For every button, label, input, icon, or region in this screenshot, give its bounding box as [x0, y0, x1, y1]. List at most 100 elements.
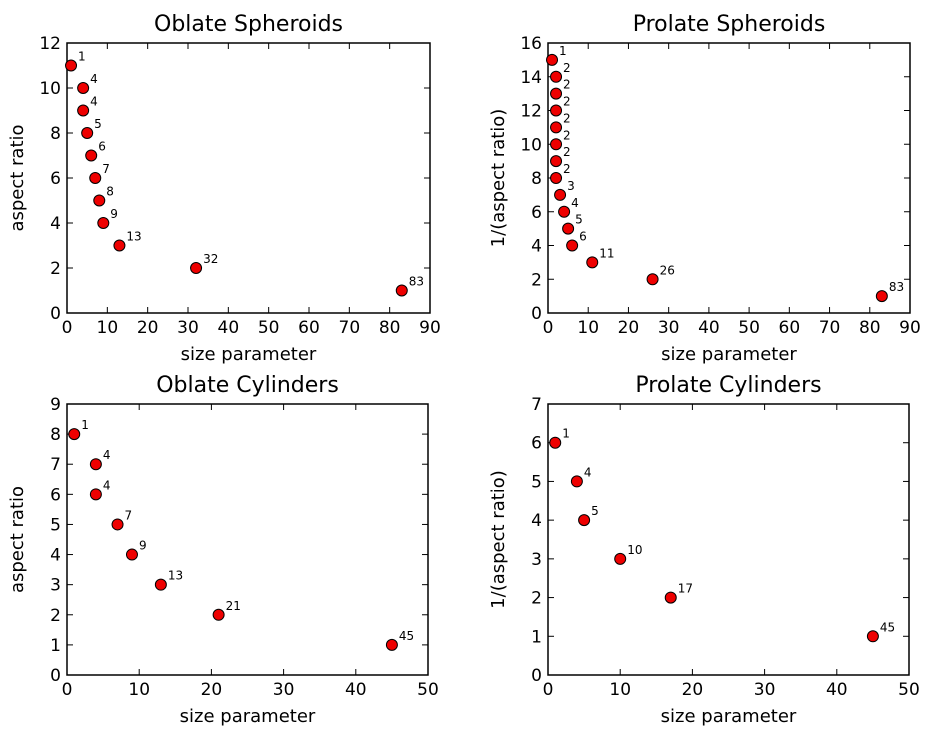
data-point-label: 13 — [168, 569, 183, 583]
subplot-oblate-spheroids: Oblate Spheroids size parameter aspect r… — [7, 12, 441, 365]
x-tick-label: 0 — [62, 680, 73, 700]
y-tick-label: 1 — [531, 627, 542, 647]
data-point-label: 32 — [203, 252, 218, 266]
data-point — [77, 104, 90, 117]
data-point — [550, 104, 563, 117]
data-point — [89, 458, 102, 471]
x-axis-label: size parameter — [181, 344, 317, 365]
data-point-label: 4 — [90, 72, 98, 86]
x-tick-label: 80 — [379, 318, 401, 338]
data-point-label: 9 — [139, 539, 147, 553]
y-axis-label: aspect ratio — [7, 124, 28, 231]
x-tick-label: 50 — [898, 680, 920, 700]
data-point — [586, 256, 599, 269]
y-tick-label: 7 — [50, 455, 61, 475]
x-tick-label: 50 — [417, 680, 439, 700]
x-tick-label: 40 — [826, 680, 848, 700]
data-point-label: 2 — [563, 95, 571, 109]
y-tick-label: 7 — [531, 395, 542, 415]
data-point-label: 8 — [106, 185, 114, 199]
data-point-label: 4 — [90, 95, 98, 109]
data-point — [646, 273, 659, 286]
data-point-label: 17 — [678, 582, 693, 596]
data-point — [113, 239, 126, 252]
x-tick-label: 10 — [577, 318, 599, 338]
data-point — [866, 630, 879, 643]
y-tick-label: 6 — [531, 434, 542, 454]
x-axis-label: size parameter — [661, 706, 797, 727]
y-tick-label: 2 — [50, 259, 61, 279]
plot-frame — [547, 403, 910, 676]
y-tick-label: 6 — [50, 485, 61, 505]
data-point-label: 2 — [563, 145, 571, 159]
x-tick-label: 30 — [658, 318, 680, 338]
data-point-label: 4 — [584, 465, 592, 479]
subplot-oblate-cylinders: Oblate Cylinders size parameter aspect r… — [7, 373, 439, 727]
x-tick-label: 50 — [738, 318, 760, 338]
data-point-label: 10 — [627, 543, 642, 557]
y-tick-label: 4 — [531, 511, 542, 531]
data-point-label: 7 — [102, 162, 110, 176]
data-point — [550, 70, 563, 83]
y-tick-label: 16 — [520, 34, 542, 54]
y-tick-label: 6 — [531, 203, 542, 223]
data-point-label: 1 — [562, 427, 570, 441]
data-point — [550, 172, 563, 184]
data-point — [190, 262, 203, 274]
data-point-label: 45 — [399, 629, 414, 643]
x-tick-label: 0 — [62, 318, 73, 338]
x-tick-label: 90 — [899, 318, 921, 338]
data-point-label: 4 — [103, 478, 111, 492]
y-axis-label: 1/(aspect ratio) — [488, 109, 509, 248]
data-point — [89, 172, 102, 184]
x-tick-label: 10 — [609, 680, 631, 700]
x-tick-label: 20 — [137, 318, 159, 338]
data-point — [154, 578, 167, 591]
chart-title: Oblate Spheroids — [154, 12, 343, 37]
y-tick-label: 8 — [50, 425, 61, 445]
data-point — [395, 284, 408, 297]
data-point — [125, 548, 138, 561]
x-tick-label: 10 — [128, 680, 150, 700]
y-tick-label: 3 — [50, 576, 61, 596]
x-tick-label: 20 — [618, 318, 640, 338]
data-point — [566, 239, 579, 252]
x-tick-label: 20 — [201, 680, 223, 700]
x-tick-label: 40 — [345, 680, 367, 700]
y-tick-label: 6 — [50, 169, 61, 189]
data-point — [558, 205, 571, 218]
x-tick-label: 30 — [754, 680, 776, 700]
data-point-label: 3 — [567, 179, 575, 193]
x-tick-label: 60 — [298, 318, 320, 338]
plot-frame — [66, 403, 429, 676]
data-point — [111, 518, 124, 531]
x-tick-label: 10 — [97, 318, 119, 338]
data-point-label: 45 — [880, 620, 895, 634]
y-tick-label: 14 — [520, 68, 542, 88]
y-tick-label: 0 — [531, 304, 542, 324]
x-tick-label: 40 — [218, 318, 240, 338]
data-point-label: 26 — [660, 263, 675, 277]
x-tick-label: 70 — [819, 318, 841, 338]
data-point-label: 2 — [563, 61, 571, 75]
data-point — [97, 217, 110, 229]
x-tick-label: 40 — [698, 318, 720, 338]
y-tick-label: 4 — [531, 237, 542, 257]
y-tick-label: 8 — [531, 169, 542, 189]
y-tick-label: 1 — [50, 636, 61, 656]
data-point-label: 4 — [103, 448, 111, 462]
data-point — [65, 59, 78, 72]
data-point-label: 83 — [409, 275, 424, 289]
x-tick-label: 90 — [419, 318, 441, 338]
y-tick-label: 9 — [50, 395, 61, 415]
subplot-prolate-spheroids: Prolate Spheroids size parameter 1/(aspe… — [488, 12, 921, 365]
data-point-label: 13 — [126, 230, 141, 244]
data-point — [550, 155, 563, 168]
data-point-label: 2 — [563, 111, 571, 125]
data-point-label: 9 — [110, 207, 118, 221]
data-point-label: 4 — [571, 196, 579, 210]
data-point-label: 5 — [94, 117, 102, 131]
data-point — [89, 488, 102, 501]
x-tick-label: 80 — [859, 318, 881, 338]
